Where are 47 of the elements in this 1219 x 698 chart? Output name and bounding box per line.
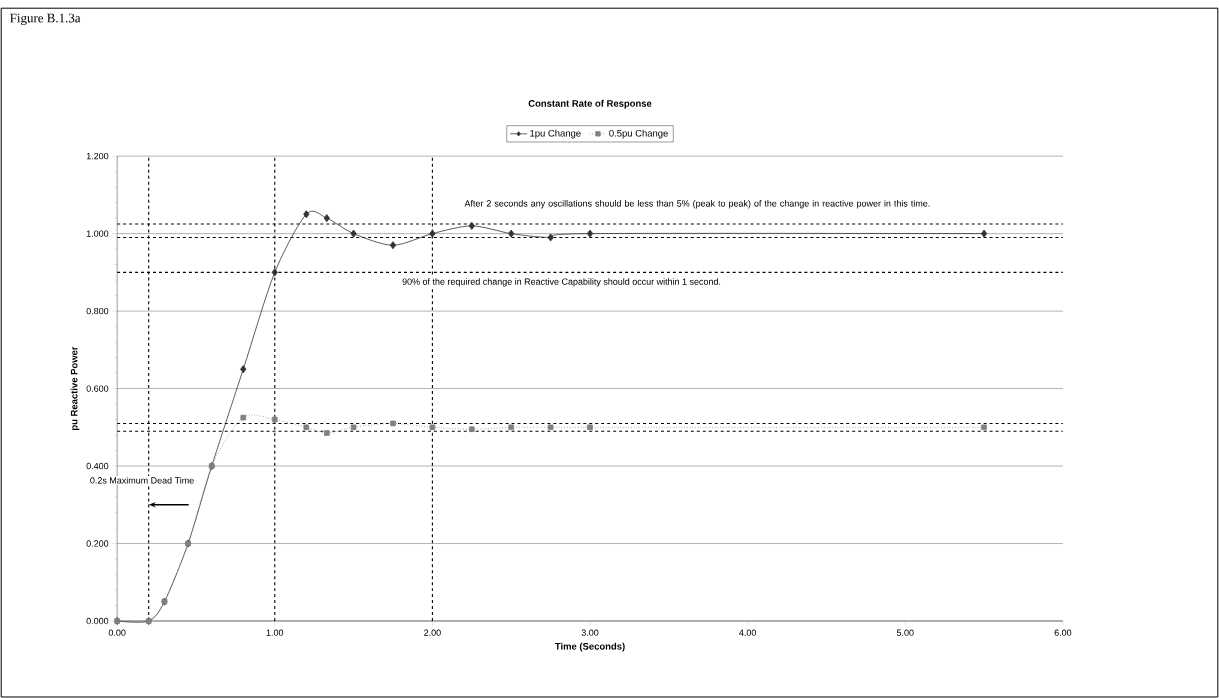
point bbox=[240, 365, 247, 374]
point bbox=[240, 414, 247, 421]
x-tick-label: 4.00 bbox=[739, 629, 757, 636]
point bbox=[303, 424, 310, 431]
point bbox=[429, 229, 436, 238]
x-tick-label: 5.00 bbox=[896, 629, 914, 636]
legend-label: 0.5pu Change bbox=[609, 129, 668, 139]
point bbox=[303, 210, 310, 219]
y-tick-label: 0.200 bbox=[86, 540, 109, 547]
point bbox=[271, 268, 278, 277]
y-tick-label: 0.800 bbox=[86, 307, 109, 315]
point bbox=[469, 426, 475, 432]
point bbox=[389, 241, 397, 250]
y-tick-label: 0.400 bbox=[86, 462, 109, 470]
y-axis-title: pu Reactive Power bbox=[70, 346, 80, 430]
y-tick-label: 0.000 bbox=[86, 617, 109, 625]
text: Figure B.1.3a bbox=[10, 13, 81, 25]
point bbox=[468, 221, 475, 230]
x-tick-label: 1.00 bbox=[266, 629, 284, 636]
point bbox=[547, 424, 554, 431]
y-tick-label: 1.200 bbox=[86, 152, 109, 160]
legend-label: 1pu Change bbox=[530, 129, 581, 139]
x-tick-label: 3.00 bbox=[581, 629, 599, 636]
y-tick-label: 0.600 bbox=[86, 385, 109, 392]
point bbox=[587, 424, 593, 431]
x-tick-label: 6.00 bbox=[1054, 629, 1072, 636]
chart-title: Constant Rate of Response bbox=[528, 99, 652, 109]
point bbox=[429, 424, 436, 431]
point bbox=[981, 424, 987, 431]
point bbox=[980, 229, 988, 238]
x-tick-label: 2.00 bbox=[424, 629, 441, 636]
annotation: 90% of the required change in Reactive Capability should occur within 1 second. bbox=[402, 278, 721, 287]
point bbox=[390, 420, 396, 427]
point bbox=[324, 430, 330, 436]
point bbox=[350, 424, 357, 431]
point bbox=[323, 214, 330, 223]
y-tick-label: 1.000 bbox=[86, 230, 109, 237]
point bbox=[350, 229, 357, 238]
point bbox=[508, 229, 515, 238]
point bbox=[508, 424, 515, 431]
annotation: 0.2s Maximum Dead Time bbox=[90, 476, 194, 484]
x-tick-label: 0.00 bbox=[108, 629, 126, 636]
point bbox=[271, 416, 278, 423]
point bbox=[547, 233, 554, 242]
annotation: After 2 seconds any oscillations should be less than 5% (peak to peak) of the change in reactive power in this time. bbox=[464, 199, 930, 209]
point bbox=[586, 229, 594, 238]
x-axis-title: Time (Seconds) bbox=[554, 642, 625, 652]
